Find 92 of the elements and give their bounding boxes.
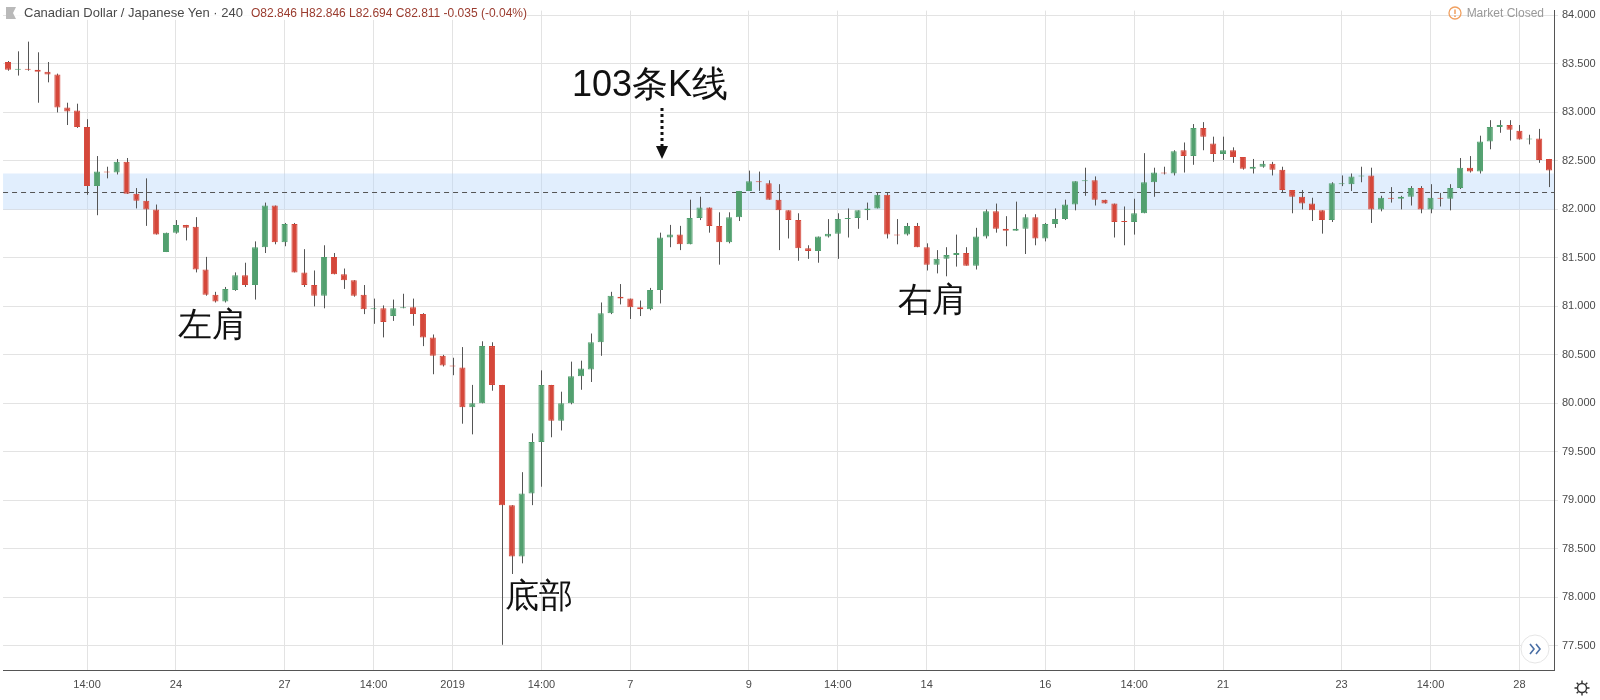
candlestick [281,222,288,247]
candlestick [1032,213,1039,246]
x-tick-label: 24 [169,677,183,690]
y-tick-label: 81.500 [1562,250,1596,263]
candlestick [913,222,920,248]
x-tick-label: 14:00 [73,677,101,690]
candlestick [1457,157,1464,190]
candlestick [1111,203,1118,239]
candlestick [242,262,249,288]
candlestick [469,384,476,435]
annotation: Market Closed [1466,6,1544,20]
candlestick [1042,222,1049,242]
y-tick-label: 82.500 [1562,153,1596,166]
y-tick-label: 78.500 [1562,541,1596,554]
candlestick [1506,119,1513,142]
candlestick [419,312,426,347]
candlestick [814,236,822,264]
candlestick [1486,119,1493,150]
x-tick-label: 14:00 [824,677,852,690]
candlestick [390,299,397,322]
candlestick [785,209,792,239]
candlestick [933,249,940,274]
candlestick [153,204,160,236]
candlestick [706,206,713,234]
y-tick-label: 79.500 [1562,444,1596,457]
candlestick [44,61,51,83]
candlestick [716,211,723,266]
candlestick [301,248,308,288]
x-tick-label: 23 [1335,677,1348,690]
candlestick [202,256,209,297]
annotation: 103条K线 [572,63,729,104]
y-tick-label: 78.000 [1562,590,1596,603]
candlestick [1170,149,1177,176]
candlestick [311,269,318,307]
x-tick-label: 28 [1513,677,1526,690]
candlestick [1200,121,1207,151]
candlestick [1220,136,1227,161]
candlestick [834,212,841,260]
candlestick [607,291,614,315]
x-tick-label: 14:00 [359,677,388,690]
x-tick-label: 14:00 [1416,677,1445,690]
candlestick [558,391,565,431]
candlestick [1180,141,1187,174]
annotation: 底部 [505,576,573,614]
candlestick [340,268,347,290]
candlestick [1131,198,1138,236]
candlestick [647,287,654,311]
y-tick-label: 81.000 [1562,299,1596,312]
y-tick-label: 83.000 [1562,105,1596,118]
x-tick-label: 9 [745,677,752,690]
x-tick-label: 14:00 [527,677,556,690]
candlestick [696,196,703,221]
candlestick [577,360,585,391]
candlestick [1052,207,1059,229]
x-tick-label: 7 [627,677,634,690]
chart-subtitle: O82.846 H82.846 L82.694 C82.811 -0.035 (-0.04%) [251,5,527,20]
x-tick-label: 27 [278,677,291,690]
annotation: 右肩 [898,280,966,318]
candlestick [943,246,950,277]
y-tick-label: 79.000 [1562,493,1596,506]
candlestick [1091,175,1098,207]
candlestick [824,218,831,239]
y-tick-label: 80.000 [1562,396,1596,409]
y-tick-label: 82.000 [1562,202,1596,215]
x-tick-label: 21 [1216,677,1230,690]
candlestick [982,208,990,239]
candlestick [1061,199,1069,221]
candlestick [726,211,733,244]
candlestick [1210,136,1217,163]
y-tick-label: 83.500 [1562,56,1596,69]
candlestick [1536,128,1543,164]
candlestick [360,284,367,315]
candlestick [1546,158,1553,188]
candlestick [1022,213,1029,255]
candlestick [992,203,999,234]
candlestick [409,298,417,327]
x-tick-label: 16 [1039,677,1052,690]
annotation: 左肩 [178,305,246,343]
y-tick-label: 84.000 [1562,8,1596,21]
candlestick [380,304,387,338]
y-tick-label: 77.500 [1562,638,1596,651]
candlestick [666,224,673,248]
chart-title: Canadian Dollar / Japanese Yen · 240 [24,5,243,20]
candlestick [74,103,81,129]
candlestick [1289,189,1296,214]
candlestick [923,242,930,271]
y-tick-label: 80.500 [1562,347,1596,360]
candlestick [429,333,436,375]
x-tick-label: 14 [920,677,933,690]
x-tick-label: 2019 [440,677,465,690]
x-tick-label: 14:00 [1120,677,1148,690]
candlestick [232,271,239,292]
